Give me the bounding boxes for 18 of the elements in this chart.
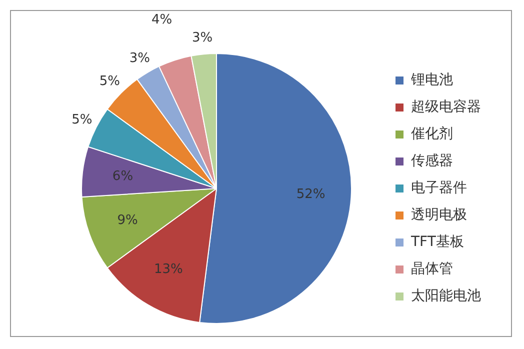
data-label: 4% [151, 12, 172, 28]
legend-label: 电子器件 [411, 180, 467, 196]
legend-label: 太阳能电池 [411, 288, 481, 304]
data-label: 3% [129, 50, 150, 66]
data-label: 5% [72, 112, 92, 128]
legend-label: 锂电池 [410, 72, 453, 88]
legend-label: 透明电极 [411, 207, 467, 224]
data-label: 13% [154, 262, 183, 278]
data-label: 3% [192, 30, 213, 46]
legend-label: 超级电容器 [411, 99, 481, 116]
data-label: 52% [296, 186, 326, 202]
legend-label: 传感器 [411, 153, 453, 170]
legend-label: 晶体管 [411, 261, 453, 278]
data-label: 6% [112, 169, 134, 184]
data-label: 5% [99, 74, 120, 90]
data-label: 9% [117, 212, 138, 228]
legend-label: TFT基板 [410, 234, 464, 250]
legend-label: 催化剂 [411, 126, 453, 142]
